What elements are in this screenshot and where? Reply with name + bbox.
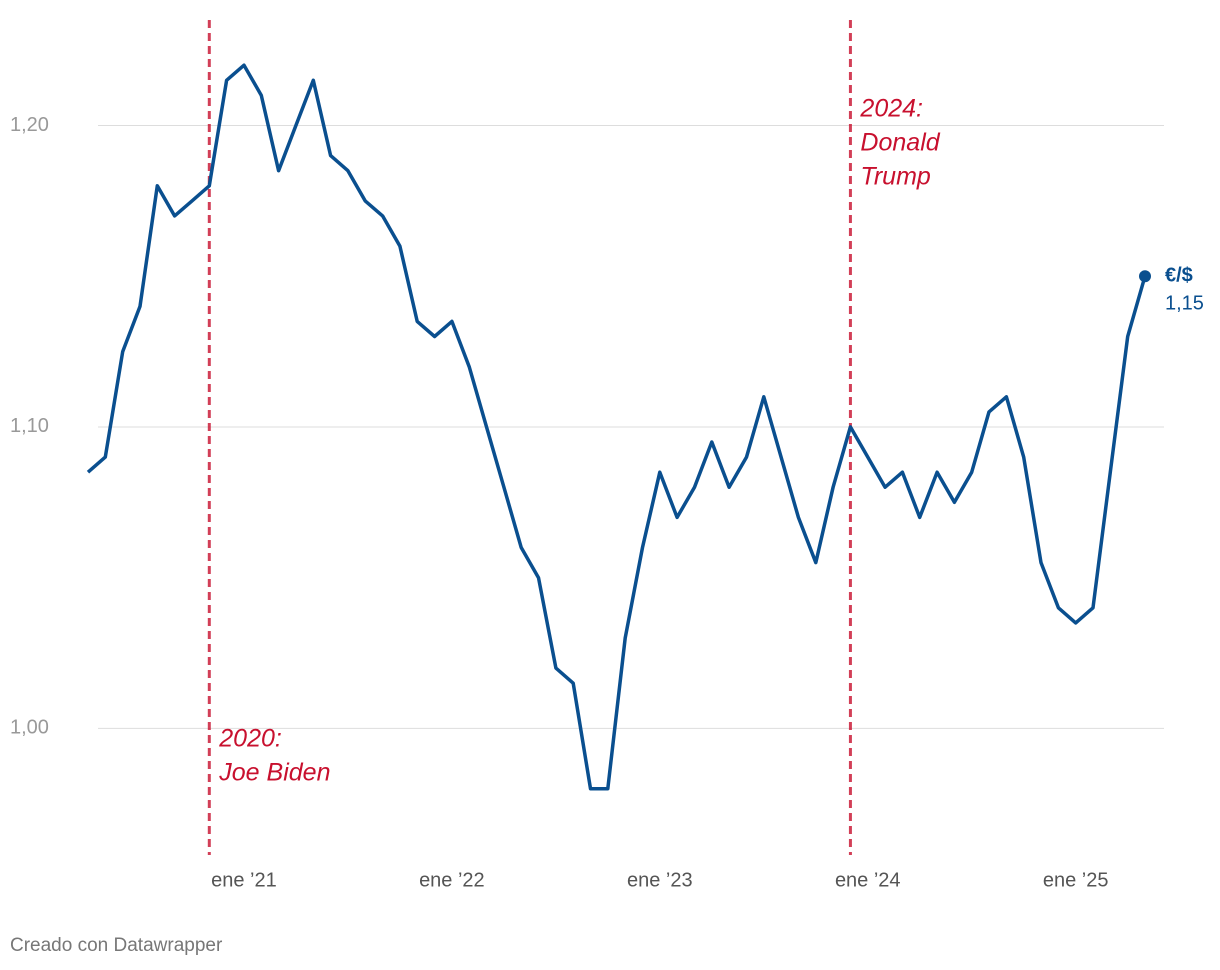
y-tick-label: 1,20 [10,114,49,136]
annotation-text: Joe Biden [218,759,330,787]
y-tick-label: 1,00 [10,717,49,739]
annotation-text: Donald [860,129,940,157]
annotation-text: Trump [860,163,930,191]
x-tick-label: ene ’22 [419,869,485,891]
value-label: 1,15 [1165,293,1204,315]
annotation-text: 2020: [218,725,282,753]
y-tick-label: 1,10 [10,415,49,437]
annotation-text: 2024: [859,95,923,123]
x-tick-label: ene ’24 [835,869,901,891]
line [86,63,1147,791]
x-tick-label: ene ’21 [211,869,277,891]
x-tick-label: ene ’25 [1043,869,1109,891]
end-point [1139,270,1151,283]
footer: Creado con Datawrapper [10,935,223,956]
series-name: €/$ [1165,265,1193,287]
x-tick-label: ene ’23 [627,869,693,891]
